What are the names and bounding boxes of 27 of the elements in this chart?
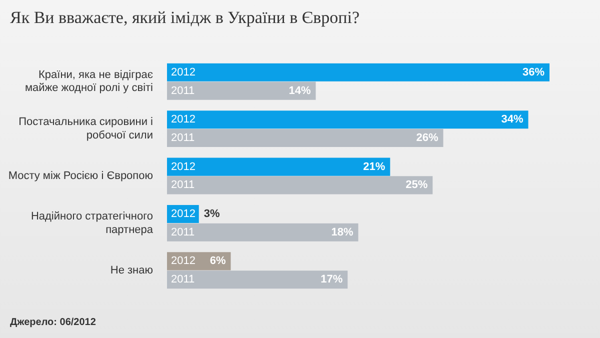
y-tick-label: Надійного стратегічного партнера (30, 210, 154, 236)
y-tick-label: Не знаю (110, 264, 153, 276)
data-label: 25% (406, 179, 428, 192)
y-tick-label: Країни, яка не відіграє майже жодної ролі у світі (24, 69, 154, 94)
text: 2011 (171, 274, 195, 286)
text: 2011 (171, 84, 195, 97)
text: 2012 (171, 160, 196, 173)
chart-title: Як Ви вважаєте, який імідж в України в Європі? (10, 8, 360, 28)
data-label: 18% (331, 226, 354, 238)
text: 2011 (171, 132, 195, 144)
data-label: 21% (363, 160, 386, 173)
text: Джерело: 06/2012 (10, 317, 96, 328)
text: 2012 (171, 66, 196, 78)
text: 2012 (171, 114, 196, 126)
text: 2012 (171, 208, 196, 220)
series-label: 2012 (171, 255, 196, 268)
data-label: 6% (210, 255, 226, 268)
y-tick-label: Мосту між Росією і Європою (8, 170, 153, 182)
data-label: 3% (204, 208, 220, 220)
y-tick-label: Постачальника сировини і робочої сили (18, 116, 153, 142)
text: 2011 (171, 226, 195, 238)
data-label: 17% (320, 274, 343, 286)
data-label: 26% (416, 132, 438, 144)
data-label: 34% (501, 114, 524, 126)
data-label: 14% (288, 84, 311, 97)
data-label: 36% (522, 66, 545, 78)
series-label: 2011 (171, 179, 195, 192)
